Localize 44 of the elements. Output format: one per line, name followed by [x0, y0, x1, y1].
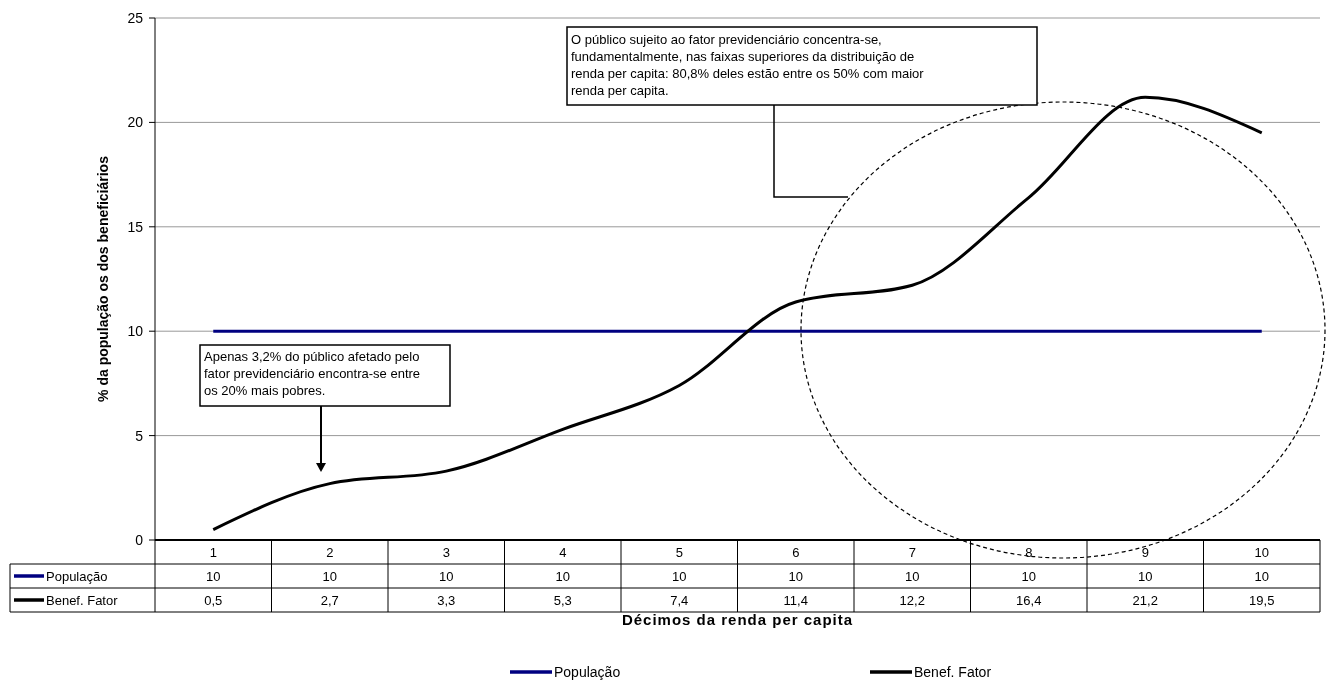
legend-label: Benef. Fator — [46, 592, 119, 608]
x-tick-label: 8 — [1025, 544, 1033, 560]
data-label: 10 — [672, 568, 687, 584]
data-label: 10 — [206, 568, 221, 584]
data-label: 10 — [1138, 568, 1153, 584]
x-tick-label: 6 — [792, 544, 800, 560]
data-label: 12,2 — [899, 592, 925, 608]
data-label: 3,3 — [437, 592, 456, 608]
y-tick-label: 25 — [127, 9, 144, 26]
data-label: 10 — [322, 568, 337, 584]
data-label: 11,4 — [783, 592, 808, 608]
x-tick-label: 7 — [908, 544, 916, 560]
x-tick-label: 9 — [1141, 544, 1149, 560]
data-label: 10 — [905, 568, 920, 584]
x-tick-label: 3 — [442, 544, 450, 560]
y-tick-label: 5 — [135, 427, 144, 444]
text: Benef. Fator — [914, 663, 992, 680]
y-tick-label: 0 — [135, 531, 144, 548]
y-tick-label: 10 — [127, 323, 144, 340]
legend-label: População — [46, 568, 108, 584]
data-label: 10 — [555, 568, 570, 584]
x-axis-title: Décimos da renda per capita — [621, 611, 854, 628]
data-label: 16,4 — [1016, 592, 1042, 608]
data-label: 0,5 — [204, 592, 223, 608]
data-label: 2,7 — [320, 592, 339, 608]
x-tick-label: 10 — [1254, 544, 1269, 560]
text: População — [554, 663, 621, 680]
y-axis-title: % da população os dos beneficiários — [95, 155, 111, 402]
y-tick-label: 15 — [127, 218, 144, 235]
data-label: 19,5 — [1249, 592, 1275, 608]
data-label: 21,2 — [1132, 592, 1158, 608]
x-tick-label: 5 — [675, 544, 683, 560]
data-label: 10 — [1254, 568, 1269, 584]
y-tick-label: 20 — [127, 114, 144, 131]
x-tick-label: 4 — [559, 544, 567, 560]
data-label: 7,4 — [670, 592, 689, 608]
annotation: Apenas 3,2% do público afetado pelo fator previdenciário encontra-se entre os 20% mais pobres. — [204, 349, 421, 398]
data-label: 10 — [439, 568, 454, 584]
data-label: 5,3 — [553, 592, 572, 608]
x-tick-label: 2 — [326, 544, 334, 560]
data-label: 10 — [1021, 568, 1036, 584]
annotation: O público sujeito ao fator previdenciário concentra-se, fundamentalmente, nas faixas superiores da distribuição de renda per capita: 80,8% deles estão entre os 50% com maior renda per capita. — [571, 32, 925, 98]
x-tick-label: 1 — [209, 544, 217, 560]
data-label: 10 — [788, 568, 803, 584]
